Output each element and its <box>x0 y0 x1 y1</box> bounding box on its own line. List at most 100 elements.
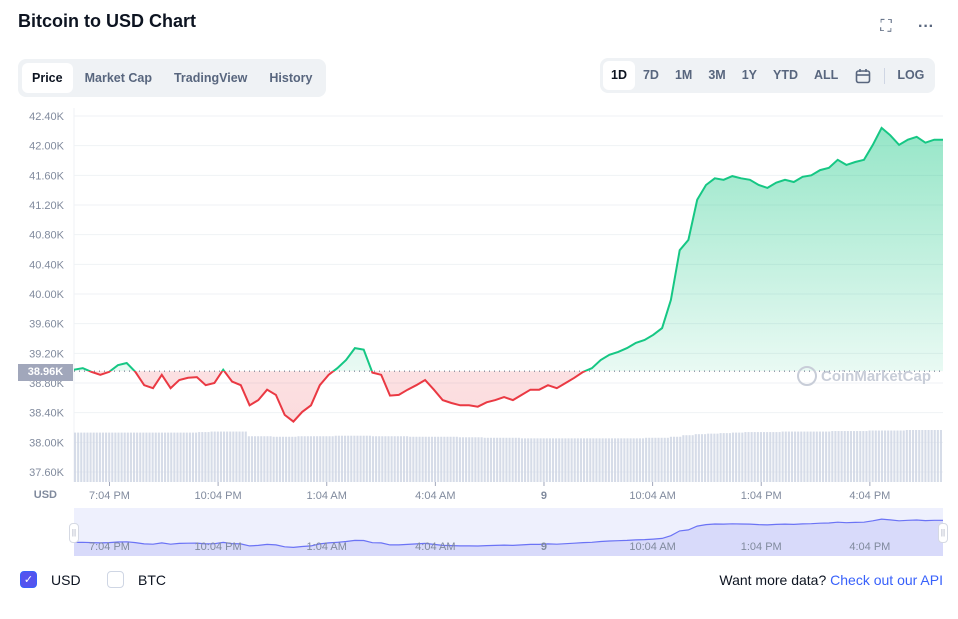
volume-bar <box>440 436 443 482</box>
volume-bar <box>281 436 285 482</box>
volume-bar <box>378 436 381 482</box>
volume-bar <box>564 438 567 482</box>
volume-bar <box>312 436 316 482</box>
time-range-selector: 1D 7D 1M 3M 1Y YTD ALL LOG <box>600 58 936 93</box>
volume-bar <box>840 431 843 482</box>
btc-checkbox[interactable] <box>107 571 124 588</box>
x-tick-label: 1:04 AM <box>307 490 347 502</box>
x-tick-label: 9 <box>541 490 547 502</box>
volume-bar <box>579 438 582 482</box>
volume-bar <box>142 432 145 482</box>
volume-bar <box>846 431 849 482</box>
api-link[interactable]: Check out our API <box>830 572 943 588</box>
x-tick-label: 4:04 AM <box>415 490 455 502</box>
volume-bar <box>548 438 551 482</box>
volume-bar <box>430 436 434 482</box>
range-ytd[interactable]: YTD <box>773 68 799 82</box>
usd-checkbox[interactable]: ✓ <box>20 571 37 588</box>
volume-bar <box>362 435 365 482</box>
volume-bar <box>939 430 942 482</box>
volume-bar <box>809 431 812 482</box>
volume-bar <box>80 432 83 482</box>
coinmarketcap-logo-icon <box>797 366 817 386</box>
fullscreen-icon[interactable]: ⛶ <box>880 18 892 35</box>
volume-bar <box>902 430 905 482</box>
volume-bar <box>260 436 263 482</box>
volume-bar <box>371 436 375 482</box>
volume-bar <box>129 432 132 482</box>
volume-bar <box>285 436 288 482</box>
volume-bar <box>719 433 722 482</box>
navigator-left-handle[interactable]: || <box>69 523 79 543</box>
legend-usd-label: USD <box>51 571 81 588</box>
more-icon[interactable]: ··· <box>918 18 934 35</box>
legend-btc[interactable]: BTC <box>107 571 166 588</box>
navigator-tick-label: 7:04 PM <box>89 541 130 553</box>
volume-bar <box>148 432 151 482</box>
volume-bar <box>561 438 564 482</box>
volume-bar <box>204 432 207 482</box>
log-scale-toggle[interactable]: LOG <box>897 68 925 82</box>
calendar-icon[interactable] <box>846 61 880 90</box>
volume-bar <box>480 437 483 482</box>
tab-price[interactable]: Price <box>22 63 73 93</box>
volume-bar <box>322 436 325 482</box>
tab-history[interactable]: History <box>269 71 313 85</box>
volume-bar <box>632 438 635 482</box>
navigator-tick-label: 10:04 AM <box>629 541 675 553</box>
tab-tradingview[interactable]: TradingView <box>173 71 248 85</box>
volume-bar <box>198 432 201 482</box>
navigator-tick-label: 4:04 AM <box>415 541 455 553</box>
volume-bar <box>750 432 753 482</box>
volume-bar <box>536 438 539 482</box>
volume-bar <box>173 432 176 482</box>
range-1m[interactable]: 1M <box>674 68 693 82</box>
volume-bar <box>502 437 505 482</box>
volume-bar <box>651 437 654 482</box>
volume-bar <box>834 431 837 482</box>
tab-market-cap[interactable]: Market Cap <box>84 71 152 85</box>
volume-bar <box>707 433 710 482</box>
volume-bar <box>936 430 939 482</box>
volume-bar <box>747 432 750 482</box>
y-tick-label: 40.40K <box>29 259 65 271</box>
volume-bar <box>859 431 862 482</box>
volume-bar <box>645 437 648 482</box>
legend-usd[interactable]: ✓ USD <box>20 571 81 588</box>
range-1d[interactable]: 1D <box>603 61 635 90</box>
volume-bar <box>915 430 918 482</box>
volume-bar <box>316 436 319 482</box>
volume-bar <box>241 431 244 482</box>
x-tick-label: 4:04 PM <box>849 490 890 502</box>
volume-bar <box>930 430 933 482</box>
range-7d[interactable]: 7D <box>642 68 659 82</box>
volume-bar <box>607 438 610 482</box>
range-1y[interactable]: 1Y <box>741 68 758 82</box>
volume-bar <box>610 438 614 482</box>
volume-bar <box>328 436 331 482</box>
navigator-right-handle[interactable]: || <box>938 523 948 543</box>
volume-bar <box>738 432 741 482</box>
volume-bar <box>250 436 254 482</box>
range-3m[interactable]: 3M <box>708 68 726 82</box>
volume-bar <box>117 432 120 482</box>
volume-bar <box>489 437 492 482</box>
volume-bar <box>598 438 601 482</box>
navigator-area <box>74 519 943 556</box>
volume-bar <box>905 430 908 482</box>
volume-bar <box>874 430 877 482</box>
navigator-tick-label: 4:04 PM <box>849 541 890 553</box>
volume-bar <box>294 436 297 482</box>
volume-bar <box>486 437 489 482</box>
volume-bar <box>222 431 226 482</box>
range-all[interactable]: ALL <box>814 68 839 82</box>
volume-bar <box>399 436 402 482</box>
volume-bar <box>83 432 86 482</box>
y-tick-label: 42.00K <box>29 141 65 153</box>
volume-bar <box>74 432 77 482</box>
volume-bar <box>539 438 542 482</box>
volume-bar <box>182 432 185 482</box>
volume-bar <box>617 438 620 482</box>
navigator-tick-label: 1:04 PM <box>741 541 782 553</box>
